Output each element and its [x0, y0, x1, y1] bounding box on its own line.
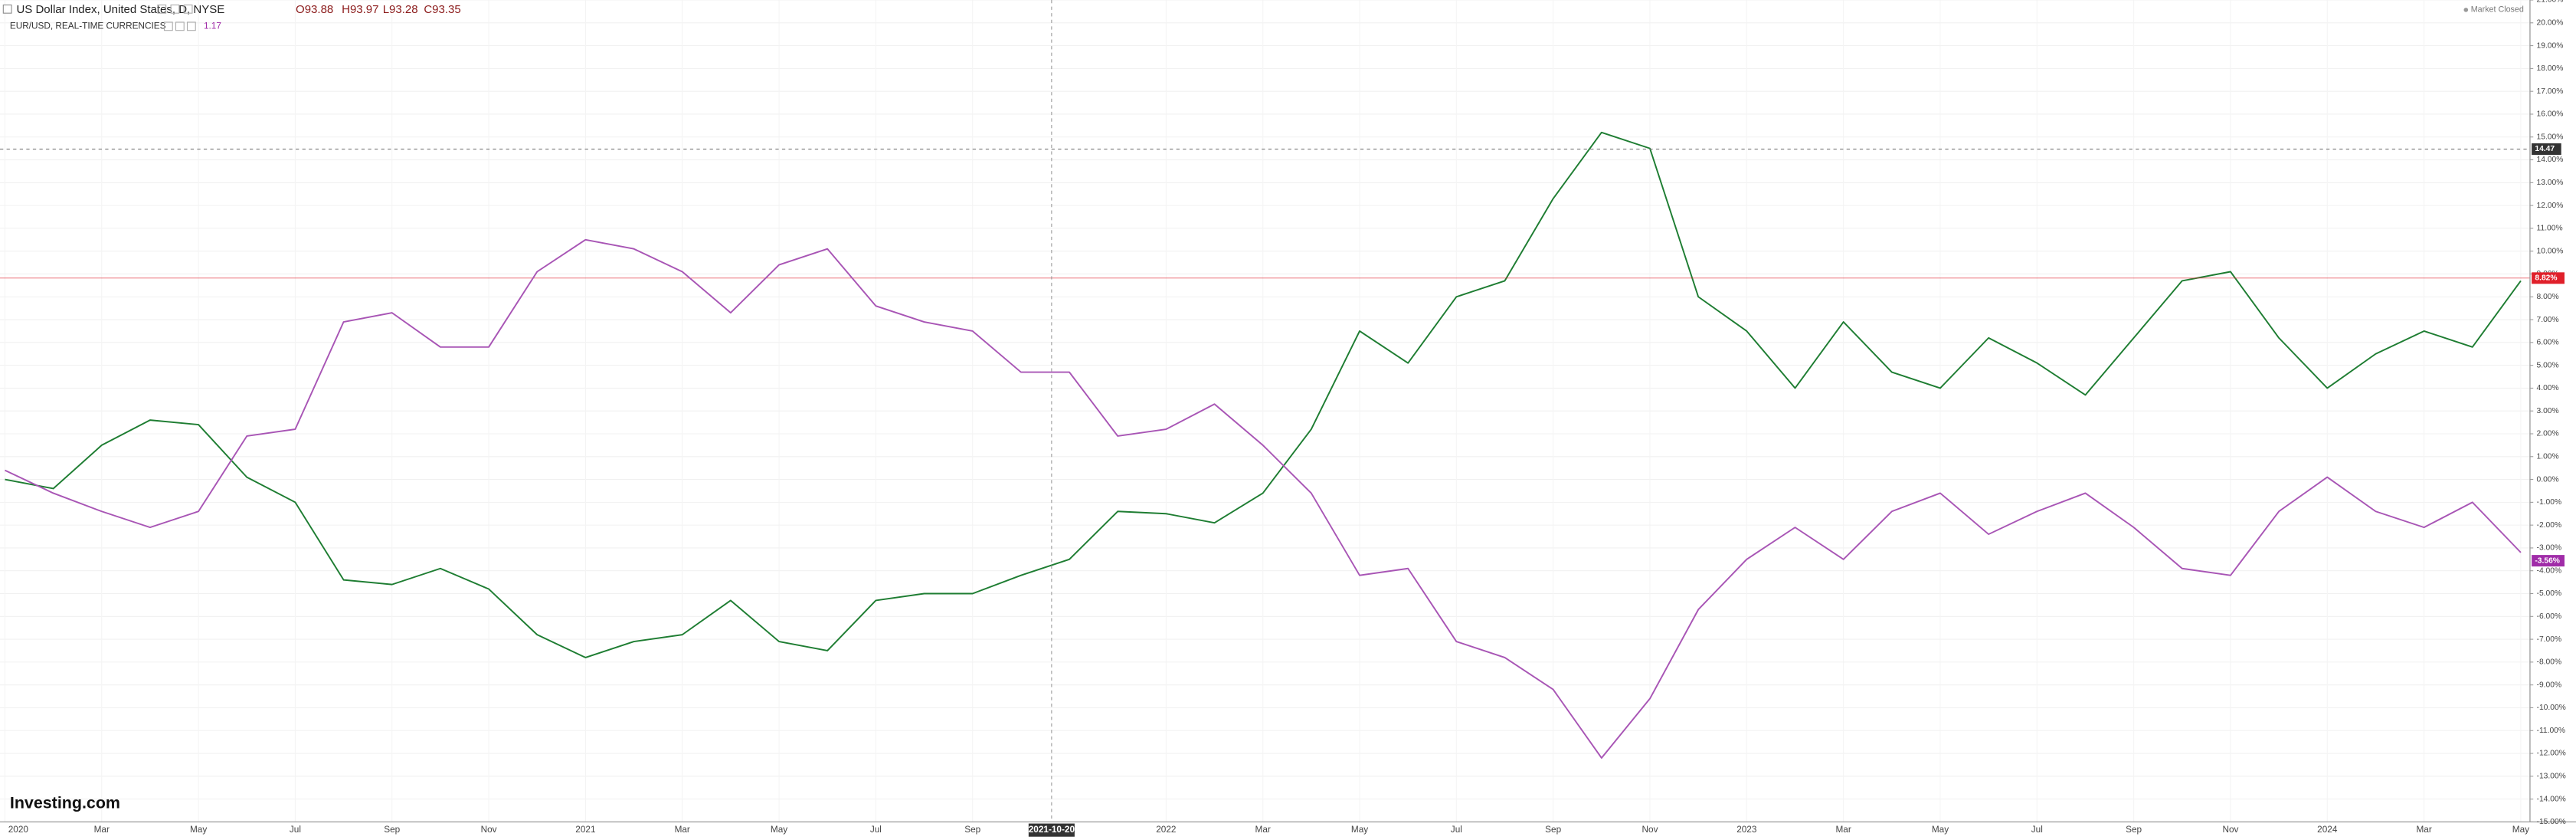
y-tick-label: -8.00% — [2537, 658, 2562, 667]
y-tick-label: -15.00% — [2537, 818, 2566, 826]
y-tick-label: 14.00% — [2537, 156, 2564, 164]
close-icon[interactable] — [183, 4, 193, 14]
plot — [0, 0, 2530, 822]
market-status: Market Closed — [2471, 5, 2524, 15]
y-tick-label: 16.00% — [2537, 110, 2564, 119]
y-tick-label: -12.00% — [2537, 750, 2566, 758]
y-tick-label: 3.00% — [2537, 407, 2559, 415]
y-tick-label: -3.00% — [2537, 544, 2562, 553]
y-tick-label: -5.00% — [2537, 589, 2562, 598]
y-tick-label: 4.00% — [2537, 384, 2559, 392]
series-icon[interactable] — [2, 4, 12, 14]
y-tick-label: 15.00% — [2537, 133, 2564, 141]
y-tick-label: 2.00% — [2537, 430, 2559, 438]
y-tick-label: -1.00% — [2537, 498, 2562, 507]
series-line — [5, 238, 2522, 759]
settings-icon[interactable] — [163, 21, 173, 31]
x-tick-label: Nov — [1642, 825, 1658, 835]
y-tick-label: 11.00% — [2537, 225, 2563, 233]
x-tick-label: Jul — [1451, 825, 1462, 835]
x-tick-label: 2024 — [2317, 825, 2338, 835]
status-dot — [2463, 8, 2469, 12]
x-tick-label: Jul — [290, 825, 301, 835]
y-tick-label: 10.00% — [2537, 247, 2564, 255]
x-tick-label: Mar — [1255, 825, 1271, 835]
price-tag — [2532, 272, 2565, 284]
y-tick-label: 0.00% — [2537, 475, 2559, 484]
brand-logo: Investing.com — [10, 793, 120, 812]
x-tick-label: Sep — [964, 825, 980, 835]
x-tick-label: May — [771, 825, 787, 835]
x-tick-label: 2021 — [575, 825, 595, 835]
y-tick-label: -11.00% — [2537, 727, 2566, 735]
ohlc-low: L93.28 — [383, 3, 418, 16]
x-tick-label: Nov — [2222, 825, 2238, 835]
y-tick-label: -7.00% — [2537, 635, 2562, 644]
x-tick-label: Nov — [481, 825, 497, 835]
x-tick-label: Sep — [2126, 825, 2142, 835]
y-tick-label: 1.00% — [2537, 452, 2559, 461]
x-tick-label: May — [190, 825, 207, 835]
subtitle-value: 1.17 — [204, 21, 221, 31]
x-tick-label: Jul — [2031, 825, 2043, 835]
y-tick-label: 5.00% — [2537, 361, 2559, 369]
y-tick-label: 8.00% — [2537, 293, 2559, 301]
y-tick-label: 6.00% — [2537, 339, 2559, 347]
x-tick-label: Mar — [94, 825, 110, 835]
x-tick-label: Mar — [1835, 825, 1851, 835]
ohlc-high: H93.97 — [342, 3, 378, 16]
crosshair-x-tag — [1028, 823, 1075, 837]
y-tick-label: 13.00% — [2537, 179, 2564, 187]
crosshair-y-tag — [2532, 143, 2561, 156]
x-tick-label: Jul — [870, 825, 882, 835]
x-tick-label: Mar — [2416, 825, 2431, 835]
ohlc-close: C93.35 — [424, 3, 460, 16]
y-tick-label: 21.00% — [2537, 0, 2564, 5]
price-tag-label: -3.56% — [2535, 556, 2560, 565]
price-tag — [2532, 555, 2565, 567]
y-tick-label: -2.00% — [2537, 521, 2562, 530]
y-tick-label: -4.00% — [2537, 566, 2562, 575]
y-tick-label: -13.00% — [2537, 773, 2566, 781]
x-tick-label: May — [1932, 825, 1949, 835]
y-tick-label: -9.00% — [2537, 681, 2562, 689]
x-tick-label: Sep — [1545, 825, 1561, 835]
hide-icon[interactable] — [170, 4, 180, 14]
x-tick-label: Sep — [384, 825, 400, 835]
x-tick-label: 2020 — [8, 825, 29, 835]
crosshair-x-label: 2021-10-20 — [1029, 825, 1075, 835]
y-tick-label: -14.00% — [2537, 795, 2566, 803]
hide-icon[interactable] — [175, 21, 185, 31]
close-icon[interactable] — [186, 21, 196, 31]
y-tick-label: 7.00% — [2537, 316, 2559, 324]
y-tick-label: 17.00% — [2537, 87, 2564, 96]
price-tag-label: 8.82% — [2535, 274, 2557, 283]
chart-title: US Dollar Index, United States, D, NYSE — [16, 3, 224, 16]
y-tick-label: 19.00% — [2537, 41, 2564, 50]
settings-icon[interactable] — [157, 4, 167, 14]
x-tick-label: May — [2512, 825, 2529, 835]
y-tick-label: -10.00% — [2537, 704, 2566, 712]
x-tick-label: 2023 — [1736, 825, 1757, 835]
grid — [0, 0, 2530, 822]
axes: 21.00% 20.00% 19.00% 18.00% 17.00% 16.00% 15.0… — [8, 0, 2566, 837]
crosshair-y-label: 14.47 — [2535, 145, 2555, 153]
x-tick-label: Mar — [675, 825, 690, 835]
series-line — [5, 131, 2522, 658]
x-tick-label: May — [1351, 825, 1368, 835]
ohlc-open: O93.88 — [296, 3, 333, 16]
y-tick-label: 12.00% — [2537, 202, 2564, 210]
y-tick-label: 20.00% — [2537, 19, 2564, 28]
y-tick-label: 18.00% — [2537, 64, 2564, 73]
x-tick-label: 2022 — [1156, 825, 1176, 835]
subtitle: EUR/USD, REAL-TIME CURRENCIES — [10, 21, 166, 31]
y-tick-label: -6.00% — [2537, 612, 2562, 621]
